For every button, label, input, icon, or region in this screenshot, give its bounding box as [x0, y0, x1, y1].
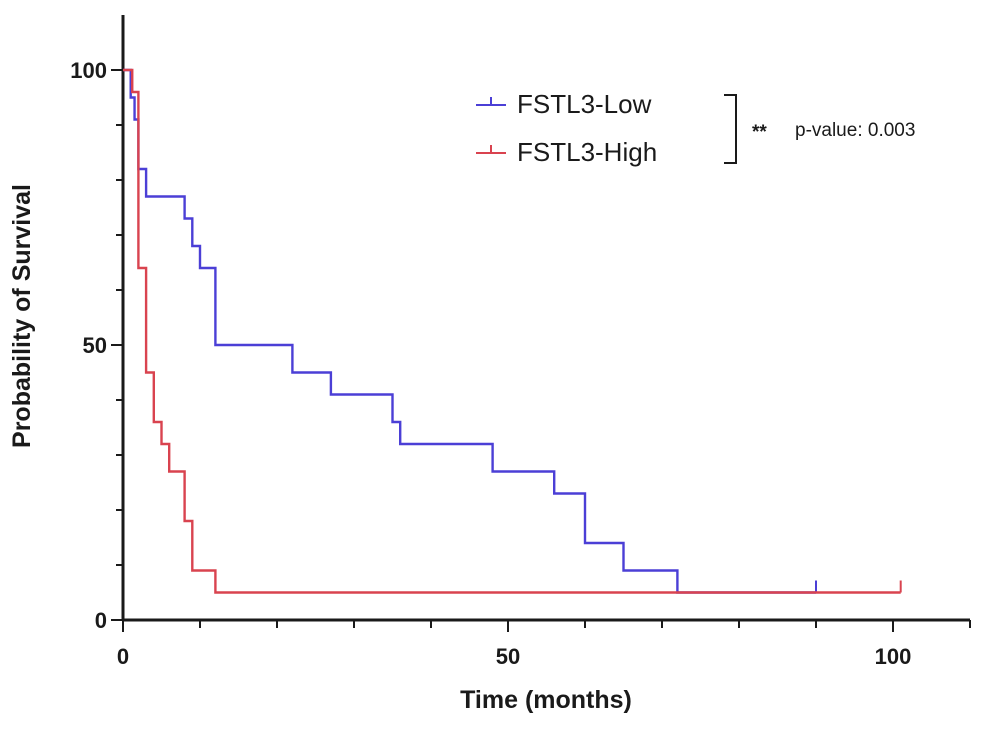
y-tick-label: 0 — [95, 608, 107, 633]
x-axis-title: Time (months) — [460, 686, 632, 714]
series-line-high — [123, 68, 901, 594]
axis-ticks: 0 50 100 0 50 100 — [70, 58, 971, 669]
y-axis-title: Probability of Survival — [8, 184, 36, 448]
x-tick-label: 50 — [496, 644, 520, 669]
x-tick-label: 0 — [117, 644, 129, 669]
legend: FSTL3-Low FSTL3-High ** p-value: 0.003 — [476, 89, 915, 167]
plot-area — [123, 68, 902, 594]
axes: 0 50 100 0 50 100 — [70, 15, 971, 669]
significance-stars: ** — [752, 122, 767, 143]
x-tick-label: 100 — [875, 644, 912, 669]
y-tick-label: 100 — [70, 58, 107, 83]
p-value-label: p-value: 0.003 — [795, 120, 915, 141]
legend-label-low: FSTL3-Low — [517, 89, 652, 119]
legend-item-low: FSTL3-Low — [476, 89, 652, 119]
legend-bracket — [724, 94, 737, 164]
y-tick-label: 50 — [83, 333, 107, 358]
series-line-low — [123, 68, 816, 594]
legend-label-high: FSTL3-High — [517, 137, 657, 167]
legend-item-high: FSTL3-High — [476, 137, 657, 167]
